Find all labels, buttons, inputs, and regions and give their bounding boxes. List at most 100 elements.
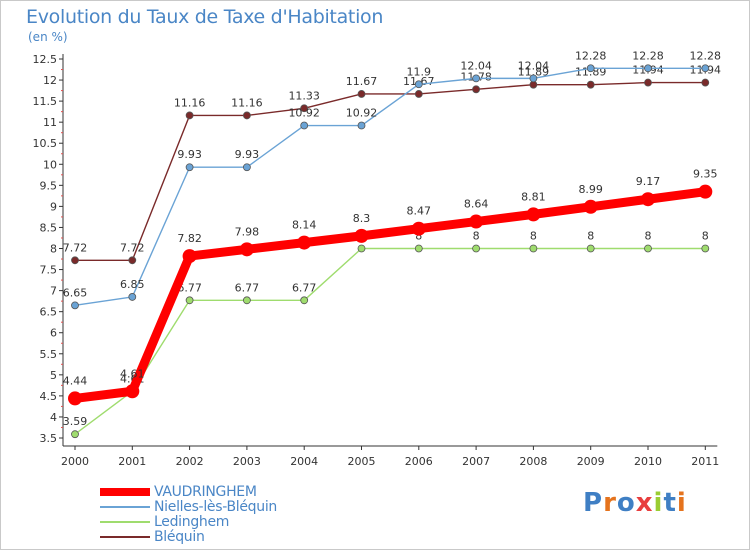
ledinghem-point: [644, 244, 652, 253]
vaudringhem-data-label: 8.81: [521, 190, 546, 203]
ledinghem-data-label: 8: [587, 230, 594, 243]
vaudringhem-data-label: 8.99: [578, 183, 603, 196]
nielles-l-s-bl-quin-point: [701, 64, 710, 73]
nielles-l-s-bl-quin-data-label: 11.9: [407, 65, 432, 78]
vaudringhem-point: [641, 192, 655, 207]
ledinghem-data-label: 6.77: [235, 281, 260, 294]
nielles-l-s-bl-quin-data-label: 9.93: [235, 148, 260, 161]
nielles-l-s-bl-quin-data-label: 12.04: [518, 59, 550, 72]
y-tick-label: 5.5: [40, 348, 58, 361]
vaudringhem-point: [469, 214, 484, 229]
bl-quin-point: [185, 111, 194, 120]
bl-quin-data-label: 11.89: [518, 66, 550, 79]
nielles-l-s-bl-quin-data-label: 10.92: [288, 107, 320, 120]
logo-letter: i: [653, 488, 664, 518]
vaudringhem-point: [125, 384, 140, 399]
vaudringhem-point: [68, 391, 82, 406]
vaudringhem-data-label: 8.3: [353, 212, 371, 225]
vaudringhem-point: [526, 207, 541, 222]
bl-quin-point: [701, 78, 710, 87]
x-tick-label: 2005: [348, 455, 376, 468]
y-tick-label: 10.5: [33, 137, 58, 150]
y-tick-label: 8.5: [40, 221, 58, 234]
y-tick-label: 4.5: [40, 390, 58, 403]
bl-quin-point: [414, 90, 423, 98]
ledinghem-point: [586, 244, 595, 253]
nielles-l-s-bl-quin-point: [242, 163, 251, 172]
y-tick-label: 5: [50, 369, 57, 382]
y-tick-label: 6: [50, 327, 57, 340]
nielles-l-s-bl-quin-point: [128, 293, 137, 301]
vaudringhem-data-label: 7.98: [235, 225, 260, 238]
y-tick-label: 4: [50, 411, 57, 424]
y-tick-label: 8: [50, 243, 57, 256]
bl-quin-data-label: 11.33: [288, 89, 320, 102]
bl-quin-data-label: 7.72: [120, 241, 145, 254]
nielles-l-s-bl-quin-point: [357, 121, 366, 130]
ledinghem-data-label: 8: [473, 230, 480, 243]
bl-quin-point: [128, 256, 137, 265]
ledinghem-data-label: 8: [415, 230, 422, 243]
y-tick-label: 7.5: [40, 264, 58, 277]
legend-label: Ledinghem: [154, 514, 230, 530]
vaudringhem-point: [411, 221, 426, 236]
y-tick-label: 12: [43, 74, 57, 87]
ledinghem-point: [701, 244, 710, 253]
vaudringhem-data-label: 7.82: [177, 232, 202, 245]
bl-quin-point: [242, 111, 251, 120]
logo-letter: t: [663, 488, 677, 518]
vaudringhem-data-label: 8.47: [407, 205, 432, 218]
y-tick-label: 11.5: [33, 95, 58, 108]
proxiti-logo: Proxiti: [583, 488, 687, 518]
logo-letter: o: [616, 488, 636, 518]
ledinghem-data-label: 8: [645, 230, 652, 243]
ledinghem-data-label: 8: [702, 230, 709, 243]
nielles-l-s-bl-quin-data-label: 12.28: [690, 49, 722, 62]
nielles-l-s-bl-quin-data-label: 12.28: [632, 49, 664, 62]
legend-swatch: [100, 488, 150, 496]
ledinghem-point: [185, 296, 194, 305]
ledinghem-point: [71, 430, 79, 439]
nielles-l-s-bl-quin-point: [71, 301, 79, 310]
nielles-l-s-bl-quin-data-label: 10.92: [346, 107, 378, 120]
y-tick-label: 6.5: [40, 306, 58, 319]
legend-item-bl-quin: Bléquin: [100, 529, 340, 545]
legend-swatch: [100, 506, 150, 508]
vaudringhem-point: [239, 242, 254, 257]
x-tick-label: 2011: [691, 455, 719, 468]
legend-item-ledinghem: Ledinghem: [100, 514, 340, 530]
y-tick-label: 9: [50, 200, 57, 213]
bl-quin-point: [300, 104, 309, 113]
y-tick-label: 3.5: [40, 432, 58, 445]
ledinghem-point: [242, 296, 251, 305]
bl-quin-data-label: 11.16: [231, 96, 263, 109]
x-tick-label: 2003: [233, 455, 261, 468]
vaudringhem-point: [698, 184, 713, 199]
nielles-l-s-bl-quin-line: [74, 67, 706, 307]
nielles-l-s-bl-quin-data-label: 12.28: [575, 49, 607, 62]
vaudringhem-data-label: 4.61: [120, 367, 145, 380]
bl-quin-point: [357, 90, 366, 98]
x-tick-label: 2008: [519, 455, 547, 468]
bl-quin-point: [71, 256, 79, 265]
logo-letter: r: [603, 488, 617, 518]
x-tick-label: 2009: [577, 455, 605, 468]
x-tick-label: 2002: [176, 455, 204, 468]
y-tick-label: 12.5: [33, 53, 58, 66]
logo-letter: i: [676, 488, 687, 518]
bl-quin-data-label: 11.16: [174, 96, 206, 109]
legend-label: Nielles-lès-Bléquin: [154, 499, 277, 515]
vaudringhem-point: [297, 235, 312, 250]
ledinghem-data-label: 6.77: [292, 281, 317, 294]
bl-quin-data-label: 11.67: [346, 75, 378, 88]
y-tick-label: 7: [50, 285, 57, 298]
vaudringhem-line: [70, 187, 710, 403]
vaudringhem-data-label: 4.44: [63, 374, 88, 387]
legend-item-vaudringhem: VAUDRINGHEM: [100, 484, 340, 500]
y-tick-label: 11: [43, 116, 57, 129]
vaudringhem-data-label: 9.17: [636, 175, 661, 188]
vaudringhem-point: [182, 249, 197, 264]
vaudringhem-data-label: 8.64: [464, 198, 489, 211]
vaudringhem-data-label: 8.14: [292, 219, 317, 232]
